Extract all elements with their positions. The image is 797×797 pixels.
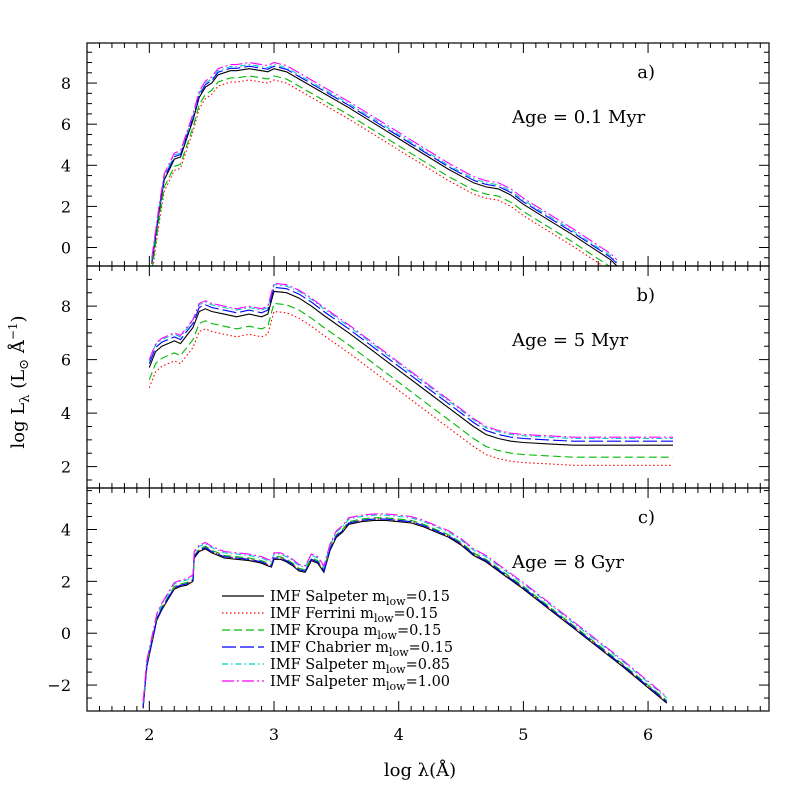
age-annotation: Age = 8 Gyr [511, 552, 624, 573]
series-line [148, 286, 673, 442]
y-tick-label: 4 [61, 520, 71, 539]
y-tick-label: 8 [61, 74, 71, 93]
x-tick-label: 5 [518, 725, 528, 744]
x-axis-title: log λ(Å) [384, 759, 456, 781]
y-tick-label: 6 [61, 115, 71, 134]
series-line [142, 518, 668, 708]
legend-entry: IMF Salpeter mlow=0.15 [270, 589, 450, 608]
series-line [148, 290, 673, 446]
panel-frame [86, 487, 770, 712]
series-line [148, 284, 673, 440]
age-annotation: Age = 0.1 Myr [511, 107, 646, 128]
series-line [148, 310, 673, 466]
y-tick-label: 2 [61, 458, 71, 477]
x-tick-label: 6 [643, 725, 653, 744]
series-line [151, 75, 611, 266]
x-tick-label: 2 [144, 725, 154, 744]
y-tick-label: 4 [61, 404, 71, 423]
series-group [151, 61, 618, 266]
legend-entry: IMF Ferrini mlow=0.15 [270, 606, 438, 625]
panel-label: c) [638, 507, 655, 528]
panel-frame [86, 265, 770, 489]
y-axis-title-sub: λ [18, 395, 33, 403]
panel-1: 2 4 6 8 b) Age = 5 Myr [61, 265, 770, 489]
series-line [152, 79, 604, 266]
legend-entry: IMF Salpeter mlow=1.00 [270, 674, 450, 693]
series-group [148, 282, 673, 466]
series-line [151, 64, 618, 263]
y-tick-label: 2 [61, 197, 71, 216]
series-line [142, 513, 668, 702]
y-axis-title: log Lλ (L⊙ Å−1) [6, 315, 33, 448]
series-line [151, 65, 618, 264]
y-tick-label: 2 [61, 572, 71, 591]
panel-2: −2 0 2 4 c) Age = 8 Gyr [47, 487, 770, 712]
y-tick-label: 6 [61, 351, 71, 370]
series-group [142, 513, 668, 709]
series-line [148, 282, 673, 438]
x-tick-label: 4 [394, 725, 404, 744]
y-tick-label: 4 [61, 156, 71, 175]
age-annotation: Age = 5 Myr [511, 330, 628, 351]
y-tick-label: 8 [61, 297, 71, 316]
y-axis-title-main: log L [8, 403, 29, 449]
legend-entry: IMF Salpeter mlow=0.85 [270, 657, 450, 676]
y-tick-label: 0 [61, 624, 71, 643]
panel-label: a) [637, 62, 655, 83]
series-line [142, 514, 668, 704]
panel-0: 0 2 4 6 8 a) Age = 0.1 Myr [61, 42, 770, 267]
legend-entry: IMF Chabrier mlow=0.15 [270, 640, 453, 659]
legend-entry: IMF Kroupa mlow=0.15 [270, 623, 441, 642]
panel-label: b) [636, 285, 655, 306]
y-tick-label: 0 [61, 239, 71, 258]
series-line [151, 68, 618, 266]
series-line [151, 61, 618, 261]
series-line [142, 519, 668, 709]
series-line [148, 302, 673, 458]
x-tick-label: 3 [269, 725, 279, 744]
y-tick-label: −2 [47, 676, 71, 695]
